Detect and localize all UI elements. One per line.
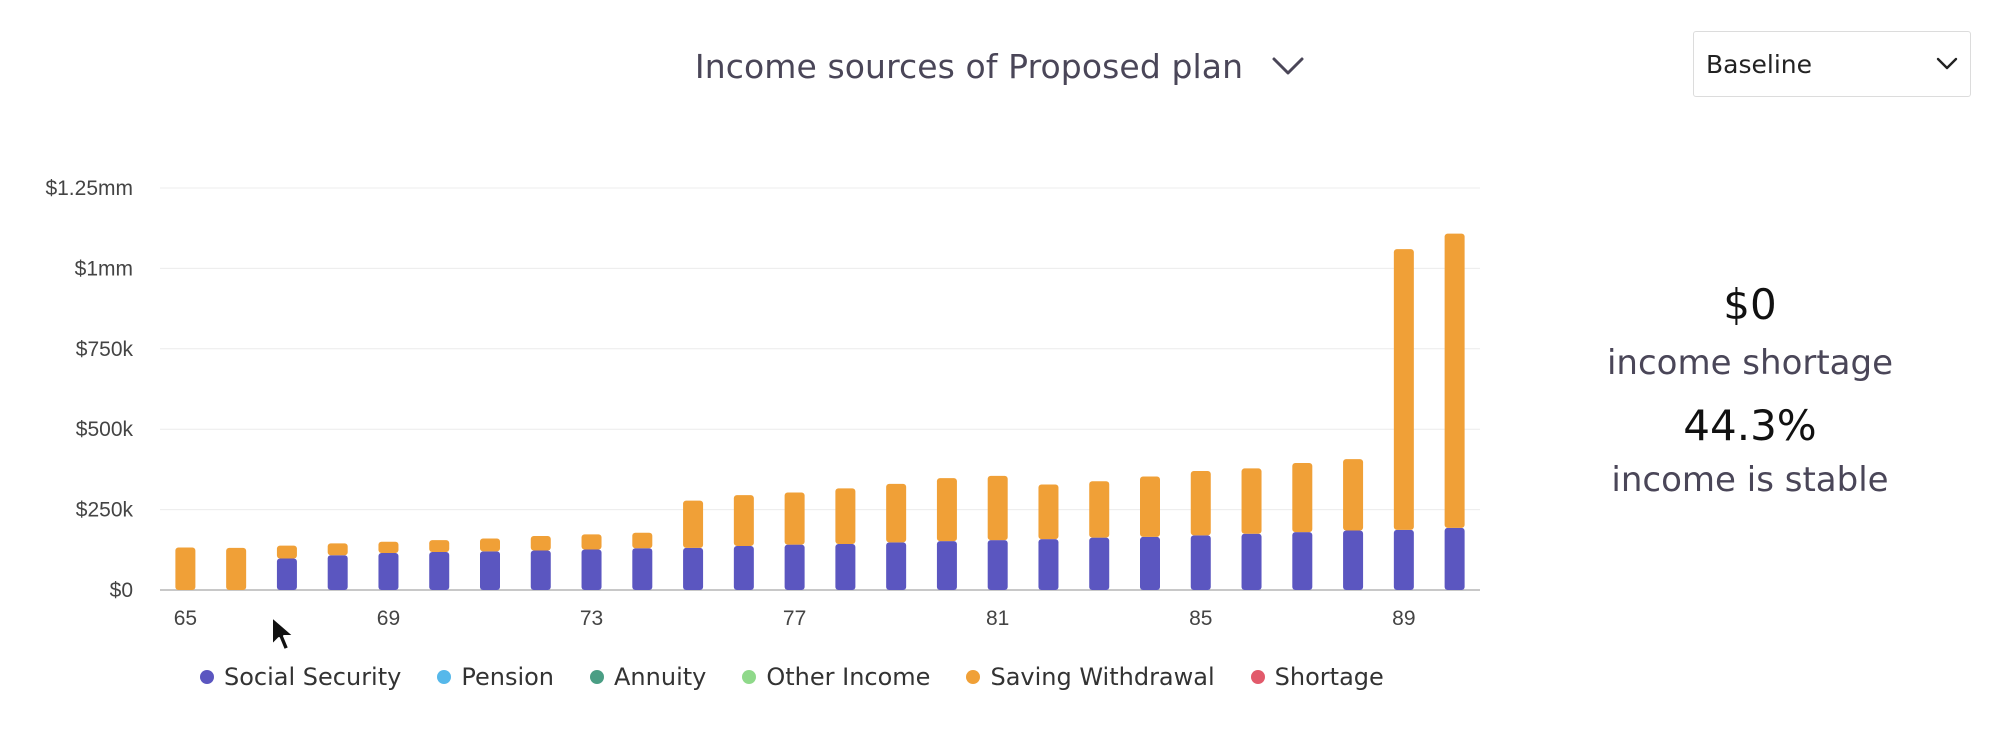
bar-segment bbox=[1190, 471, 1211, 536]
bar-segment bbox=[987, 475, 1008, 541]
y-tick-label: $750k bbox=[76, 338, 134, 361]
x-tick-label: 77 bbox=[783, 607, 806, 630]
legend-dot-icon bbox=[1250, 670, 1265, 684]
legend-item[interactable]: Social Security bbox=[200, 663, 401, 691]
income-stable-label: income is stable bbox=[1611, 460, 1889, 500]
bar-segment bbox=[1343, 530, 1364, 590]
y-tick-label: $0 bbox=[110, 579, 133, 602]
bar-segment bbox=[632, 548, 653, 590]
bar-segment bbox=[276, 545, 297, 559]
bar-segment bbox=[581, 549, 602, 590]
legend-item[interactable]: Other Income bbox=[742, 663, 930, 691]
legend-item[interactable]: Saving Withdrawal bbox=[966, 663, 1215, 691]
bar-segment bbox=[581, 534, 602, 550]
legend-dot-icon bbox=[742, 670, 757, 684]
summary-panel: $0 income shortage 44.3% income is stabl… bbox=[1560, 280, 1940, 518]
bar-segment bbox=[1241, 533, 1262, 590]
bar-segment bbox=[835, 488, 856, 545]
scenario-select-value: Baseline bbox=[1706, 49, 1812, 79]
bar-segment bbox=[1444, 233, 1465, 528]
bar-segment bbox=[936, 478, 957, 542]
bar-segment bbox=[733, 495, 754, 546]
bar-segment bbox=[1038, 539, 1059, 590]
legend-dot-icon bbox=[437, 670, 452, 684]
bar-segment bbox=[733, 545, 754, 590]
legend-label: Social Security bbox=[224, 663, 402, 691]
income-shortage-value: $0 bbox=[1723, 280, 1777, 329]
bar-segment bbox=[1089, 537, 1110, 590]
chart-header: Income sources of Proposed plan bbox=[0, 38, 2000, 94]
bar-segment bbox=[530, 550, 551, 590]
bar-segment bbox=[784, 492, 805, 545]
bar-segment bbox=[530, 535, 551, 551]
y-tick-label: $1mm bbox=[75, 257, 133, 280]
bar-segment bbox=[175, 547, 196, 590]
bar-segment bbox=[1038, 484, 1059, 540]
y-tick-label: $250k bbox=[76, 499, 134, 522]
legend-item[interactable]: Pension bbox=[437, 663, 554, 691]
legend-label: Other Income bbox=[766, 663, 931, 691]
bar-segment bbox=[632, 532, 653, 549]
bar-segment bbox=[886, 483, 907, 543]
bar-segment bbox=[1292, 532, 1313, 590]
chart-title: Income sources of Proposed plan bbox=[694, 46, 1244, 86]
bar-segment bbox=[1343, 459, 1364, 531]
bar-segment bbox=[1292, 462, 1313, 533]
bar-segment bbox=[936, 541, 957, 590]
bar-segment bbox=[226, 547, 247, 590]
mouse-pointer-icon bbox=[271, 616, 295, 651]
shortage-block: $0 income shortage bbox=[1560, 280, 1940, 383]
bar-segment bbox=[1393, 249, 1414, 530]
bar-segment bbox=[480, 551, 500, 590]
income-chart: $0 $250k $500k $750k $1mm $1.25mm 65 69 73 77 81 85… bbox=[45, 177, 1480, 630]
bar-segment bbox=[1241, 468, 1262, 534]
income-shortage-label: income shortage bbox=[1606, 343, 1894, 383]
legend-label: Pension bbox=[461, 663, 555, 691]
bar-segment bbox=[327, 555, 348, 590]
x-tick-label: 85 bbox=[1189, 607, 1212, 630]
x-tick-label: 81 bbox=[986, 607, 1009, 630]
legend-label: Annuity bbox=[614, 663, 707, 691]
bar-segment bbox=[835, 544, 856, 590]
legend-item[interactable]: Shortage bbox=[1250, 663, 1384, 691]
bar-segment bbox=[429, 540, 450, 553]
legend-label: Saving Withdrawal bbox=[990, 663, 1215, 691]
legend-label: Shortage bbox=[1274, 663, 1384, 691]
legend-dot-icon bbox=[966, 670, 981, 684]
bar-segment bbox=[784, 544, 805, 590]
bar-segment bbox=[480, 538, 500, 552]
legend-dot-icon bbox=[590, 670, 605, 684]
bar-segment bbox=[1089, 481, 1110, 538]
bar-segment bbox=[683, 500, 704, 548]
bar-segment bbox=[987, 540, 1008, 590]
chart-legend: Social Security Pension Annuity Other Incom… bbox=[200, 663, 1384, 691]
bar-segment bbox=[1140, 536, 1160, 590]
bar-segment bbox=[1140, 476, 1160, 537]
chart-title-dropdown[interactable]: Income sources of Proposed plan bbox=[695, 47, 1305, 86]
bar-segment bbox=[378, 541, 399, 554]
x-tick-label: 73 bbox=[580, 607, 603, 630]
chevron-down-icon[interactable] bbox=[1271, 56, 1305, 76]
bar-segment bbox=[378, 553, 399, 590]
legend-item[interactable]: Annuity bbox=[590, 663, 706, 691]
x-tick-label: 65 bbox=[174, 607, 197, 630]
y-tick-label: $1.25mm bbox=[45, 177, 133, 200]
bar-segment bbox=[276, 558, 297, 590]
bar-segment bbox=[1393, 529, 1414, 590]
bar-segment bbox=[1190, 535, 1211, 590]
x-tick-label: 89 bbox=[1392, 607, 1415, 630]
income-stable-value: 44.3% bbox=[1683, 401, 1817, 450]
y-tick-label: $500k bbox=[76, 418, 134, 441]
chevron-down-icon bbox=[1936, 57, 1958, 70]
stable-block: 44.3% income is stable bbox=[1560, 401, 1940, 500]
bar-segment bbox=[327, 543, 348, 556]
bar-segment bbox=[1444, 527, 1465, 590]
legend-dot-icon bbox=[200, 670, 214, 684]
bar-segment bbox=[429, 552, 450, 590]
x-tick-label: 69 bbox=[377, 607, 400, 630]
bar-segment bbox=[683, 547, 704, 590]
bar-segment bbox=[886, 542, 907, 590]
scenario-select[interactable]: Baseline bbox=[1693, 31, 1971, 97]
